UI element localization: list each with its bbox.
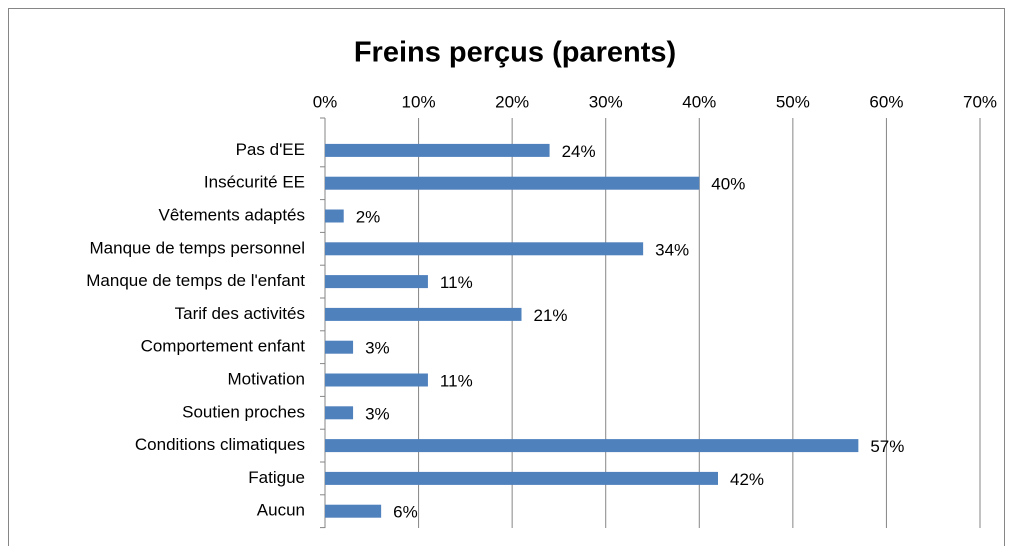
x-tick-label: 50% [776, 92, 810, 111]
value-label: 11% [440, 371, 473, 390]
value-label: 11% [440, 273, 473, 292]
x-tick-label: 30% [589, 92, 623, 111]
bar [325, 373, 428, 387]
x-tick-label: 10% [402, 92, 436, 111]
bar [325, 504, 382, 518]
x-tick-label: 40% [682, 92, 716, 111]
y-tick-label: Conditions climatiques [135, 435, 305, 454]
value-label: 6% [393, 503, 418, 522]
value-label: 24% [562, 142, 596, 161]
bar [325, 340, 354, 354]
bar [325, 275, 428, 289]
x-tick-label: 60% [869, 92, 903, 111]
value-label: 2% [356, 207, 381, 226]
y-tick-label: Tarif des activités [175, 304, 305, 323]
value-label: 57% [870, 437, 904, 456]
y-tick-label: Aucun [257, 501, 305, 520]
bar [325, 439, 859, 453]
y-tick-label: Fatigue [248, 468, 305, 487]
bar [325, 471, 718, 485]
y-tick-label: Manque de temps personnel [90, 238, 305, 257]
y-tick-label: Insécurité EE [204, 173, 305, 192]
x-tick-label: 20% [495, 92, 529, 111]
bar [325, 307, 522, 321]
x-tick-label: 0% [313, 92, 338, 111]
bar [325, 209, 344, 223]
bar [325, 242, 644, 256]
chart-border [8, 8, 1005, 546]
y-tick-label: Manque de temps de l'enfant [86, 271, 305, 290]
bar [325, 176, 700, 190]
y-tick-label: Vêtements adaptés [159, 205, 305, 224]
bar [325, 143, 550, 157]
chart-title: Freins perçus (parents) [354, 37, 676, 69]
value-label: 34% [655, 240, 689, 259]
x-tick-label: 70% [963, 92, 997, 111]
y-tick-label: Comportement enfant [141, 337, 306, 356]
y-tick-label: Motivation [228, 369, 305, 388]
value-label: 21% [534, 306, 568, 325]
bar [325, 406, 354, 420]
value-label: 42% [730, 470, 764, 489]
value-label: 3% [365, 404, 390, 423]
value-label: 3% [365, 339, 390, 358]
y-tick-label: Soutien proches [182, 402, 305, 421]
value-label: 40% [711, 175, 745, 194]
y-tick-label: Pas d'EE [236, 140, 305, 159]
